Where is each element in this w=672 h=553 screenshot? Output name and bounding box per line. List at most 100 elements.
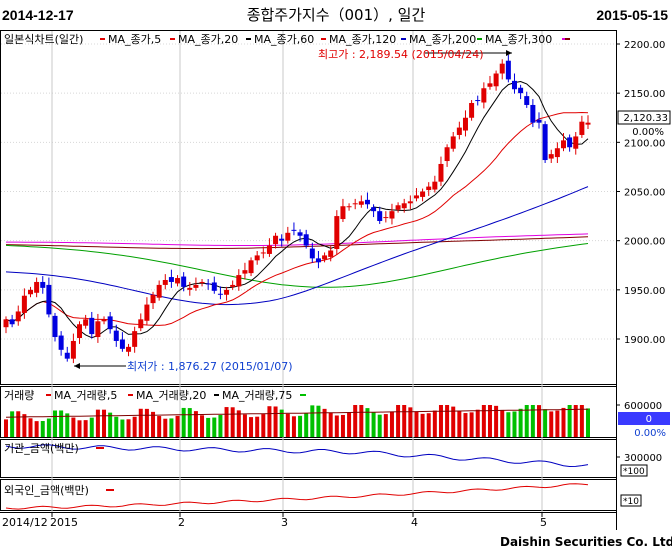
volume-bar <box>347 412 352 437</box>
foreign-line <box>5 483 589 510</box>
volume-bar <box>518 408 523 437</box>
volume-bar <box>536 405 541 437</box>
volume-bar <box>175 415 180 437</box>
volume-bar <box>365 408 370 437</box>
volume-bar <box>53 410 58 437</box>
price-current-value: 2,120.33 <box>623 113 668 124</box>
volume-bar <box>273 406 278 437</box>
volume-bar <box>200 415 205 437</box>
candle-body <box>346 206 352 208</box>
candle-body <box>279 238 285 241</box>
volume-bar <box>383 414 388 437</box>
volume-bar <box>353 405 358 437</box>
volume-bar <box>16 411 21 437</box>
volume-bar <box>218 414 223 437</box>
volume-bar <box>530 405 535 437</box>
price-panel[interactable] <box>0 30 617 385</box>
volume-bar <box>83 420 88 437</box>
volume-legend-item: MA_거래량,20 <box>136 389 206 402</box>
volume-bar <box>310 405 315 437</box>
candle-body <box>444 147 450 162</box>
chart-title: 종합주가지수（001）, 일간 <box>246 6 426 24</box>
candle-body <box>199 281 205 283</box>
foreign-panel[interactable] <box>0 479 617 511</box>
volume-bar <box>475 409 480 437</box>
volume-bar <box>120 419 125 437</box>
x-tick-label: 4 <box>411 516 418 529</box>
candle-body <box>511 80 517 90</box>
candle-body <box>456 127 462 135</box>
candle-body <box>15 311 21 322</box>
volume-bars <box>4 405 590 437</box>
volume-bar <box>579 405 584 437</box>
volume-ma-line <box>5 408 589 418</box>
volume-bar <box>506 412 511 437</box>
candle-body <box>481 88 487 103</box>
volume-bar <box>108 412 113 437</box>
candle-body <box>254 255 260 261</box>
volume-bar <box>432 410 437 437</box>
volume-axis: 600000 0 0.00% <box>616 401 670 439</box>
candle-body <box>150 294 156 304</box>
volume-bar <box>451 406 456 437</box>
volume-legend: 거래량 MA_거래량,5 MA_거래량,20 MA_거래량,75 <box>4 389 306 402</box>
volume-bar <box>543 409 548 437</box>
volume-bar <box>438 405 443 437</box>
price-legend-main: 일본식차트(일간) <box>4 32 83 46</box>
volume-bar <box>22 414 27 437</box>
volume-bar <box>34 421 39 437</box>
volume-bar <box>549 411 554 437</box>
volume-bar <box>157 416 162 437</box>
volume-bar <box>487 405 492 437</box>
volume-bar <box>151 411 156 437</box>
volume-bar <box>573 405 578 437</box>
candle-body <box>58 335 64 350</box>
candle-body <box>462 117 468 131</box>
candle-body <box>530 104 536 123</box>
high-label: 최고가 : 2,189.54 (2015/04/24) <box>318 48 484 61</box>
volume-bar <box>322 408 327 437</box>
volume-bar <box>426 413 431 437</box>
candle-body <box>285 232 291 241</box>
candle-body <box>401 203 407 209</box>
volume-bar <box>561 407 566 437</box>
x-tick-label: 5 <box>540 516 547 529</box>
volume-bar <box>408 407 413 437</box>
candle-body <box>469 103 475 118</box>
candle-body <box>328 250 334 257</box>
candle-body <box>260 252 266 254</box>
volume-bar <box>206 417 211 437</box>
volume-bar <box>65 413 70 437</box>
candle-body <box>217 293 223 295</box>
candle-body <box>89 317 95 335</box>
candle-body <box>407 201 413 204</box>
volume-bar <box>463 413 468 437</box>
candle-body <box>52 315 58 338</box>
x-tick-label: 3 <box>281 516 288 529</box>
volume-bar <box>500 409 505 437</box>
foreign-axis: *10 <box>620 494 642 507</box>
volume-bar <box>114 416 119 437</box>
candle-body <box>175 278 181 284</box>
candle-body <box>162 280 168 285</box>
candle-body <box>224 289 230 295</box>
ma-300b-line <box>6 233 589 246</box>
candle-body <box>303 234 309 246</box>
candle-body <box>548 154 554 159</box>
volume-bar <box>144 408 149 437</box>
price-current-change: 0.00% <box>632 127 664 138</box>
candle-body <box>21 295 27 313</box>
institution-axis-tick: 300000 <box>624 453 662 464</box>
volume-bar <box>285 413 290 437</box>
low-label: 최저가 : 1,876.27 (2015/01/07) <box>127 360 293 373</box>
institution-panel[interactable] <box>0 439 617 478</box>
candle-body <box>211 282 217 291</box>
volume-bar <box>291 416 296 437</box>
volume-bar <box>89 417 94 437</box>
candle-body <box>524 96 530 105</box>
volume-bar <box>316 405 321 437</box>
candle-body <box>101 319 107 322</box>
candle-body <box>181 276 187 287</box>
volume-bar <box>181 407 186 437</box>
